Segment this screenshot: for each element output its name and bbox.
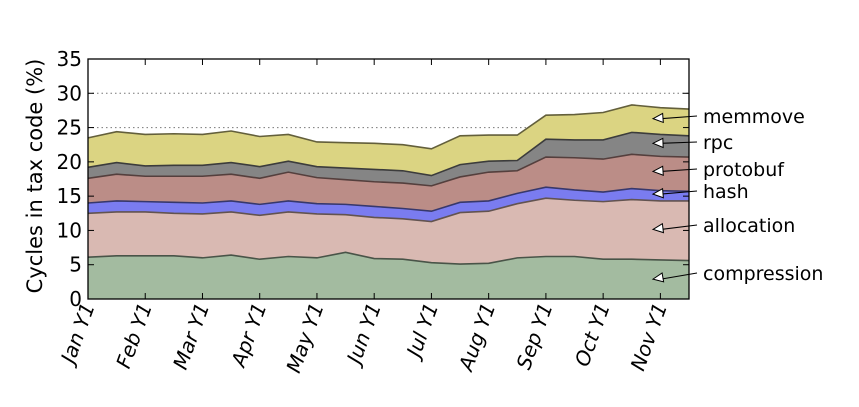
annotation-arrow-line bbox=[660, 115, 698, 120]
y-axis-ticks: 0 5 10 15 20 25 30 35 bbox=[57, 47, 689, 311]
annotation-arrow-line bbox=[660, 224, 698, 230]
annotation-label-hash: hash bbox=[703, 181, 749, 203]
x-tick-label: Nov Y1 bbox=[625, 300, 672, 374]
x-tick-label: Jul Y1 bbox=[400, 300, 443, 364]
series-areas bbox=[88, 104, 689, 299]
y-tick-label: 25 bbox=[57, 116, 82, 140]
y-tick-label: 35 bbox=[57, 47, 82, 71]
x-tick-label: Oct Y1 bbox=[570, 300, 615, 370]
y-tick-label: 20 bbox=[57, 150, 82, 174]
annotation-arrow-head bbox=[651, 112, 664, 124]
annotation-arrow-line bbox=[660, 272, 698, 280]
series-boundary-lines bbox=[87, 104, 690, 265]
annotation-arrow-head bbox=[651, 137, 664, 149]
y-tick-label: 10 bbox=[57, 218, 82, 242]
line-compression bbox=[87, 251, 690, 265]
y-tick-label: 15 bbox=[57, 184, 82, 208]
x-tick-label: Sep Y1 bbox=[511, 300, 557, 373]
x-tick-label: Mar Y1 bbox=[168, 300, 214, 373]
area-memmove bbox=[88, 104, 689, 176]
annotation-arrow-line bbox=[660, 141, 698, 144]
line-rpc bbox=[87, 131, 690, 177]
area-compression bbox=[88, 252, 689, 299]
area-rpc bbox=[88, 132, 689, 186]
x-tick-label: Apr Y1 bbox=[226, 300, 272, 372]
annotation-label-allocation: allocation bbox=[703, 215, 795, 237]
y-tick-label: 0 bbox=[69, 287, 82, 311]
annotation-arrow-head bbox=[651, 165, 664, 177]
y-axis-title: Cycles in tax code (%) bbox=[23, 59, 47, 294]
line-hash bbox=[87, 186, 690, 213]
y-tick-label: 5 bbox=[69, 253, 82, 277]
annotation-arrow-line bbox=[660, 168, 698, 173]
annotation-arrow-head bbox=[651, 222, 665, 234]
annotation-label-compression: compression bbox=[703, 263, 823, 285]
x-tick-label: Jun Y1 bbox=[341, 300, 386, 371]
annotation-arrow-head bbox=[651, 187, 664, 199]
line-memmove bbox=[87, 104, 690, 150]
area-hash bbox=[88, 187, 689, 222]
annotation-arrow-head bbox=[651, 272, 665, 283]
annotation-label-rpc: rpc bbox=[703, 132, 733, 154]
plot-frame bbox=[87, 58, 690, 300]
x-tick-label: Feb Y1 bbox=[111, 300, 157, 372]
line-protobuf bbox=[87, 153, 690, 187]
area-allocation bbox=[88, 198, 689, 265]
annotation-label-memmove: memmove bbox=[703, 106, 805, 128]
x-tick-label: Jan Y1 bbox=[55, 300, 100, 370]
line-allocation bbox=[87, 197, 689, 223]
x-tick-label: Aug Y1 bbox=[453, 300, 500, 376]
y-tick-label: 30 bbox=[57, 81, 82, 105]
annotation-label-protobuf: protobuf bbox=[703, 159, 785, 181]
x-tick-label: May Y1 bbox=[281, 300, 328, 376]
annotation-arrow-line bbox=[660, 190, 698, 195]
